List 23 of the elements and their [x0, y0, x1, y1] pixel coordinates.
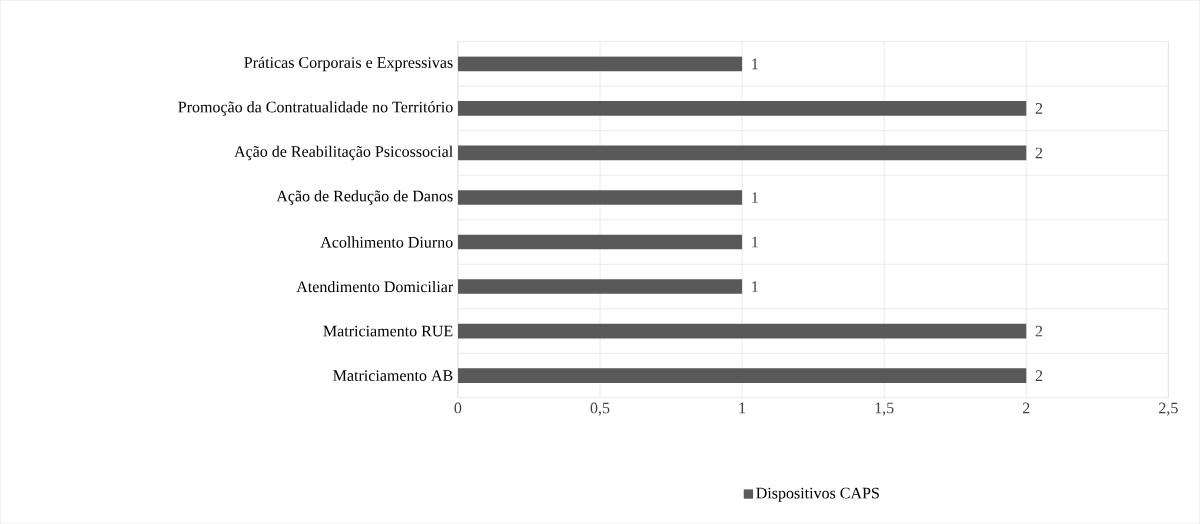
- y-tick-label: Práticas Corporais e Expressivas: [244, 56, 453, 72]
- data-label: 2: [1035, 325, 1043, 337]
- data-label: 2: [1035, 370, 1043, 382]
- x-tick-label: 0: [454, 402, 462, 414]
- y-tick-label: Ação de Reabilitação Psicossocial: [234, 145, 453, 161]
- data-label: 1: [752, 236, 758, 248]
- y-tick-label: Matriciamento RUE: [323, 325, 453, 337]
- x-tick-label: 0,5: [590, 402, 610, 416]
- data-label: 1: [752, 281, 758, 293]
- y-tick-label: Acolhimento Diurno: [320, 236, 453, 248]
- data-label: 2: [1035, 103, 1043, 114]
- data-label: 1: [752, 192, 758, 203]
- x-tick-label: 2,5: [1159, 402, 1178, 416]
- x-tick-label: 2: [1022, 402, 1030, 414]
- y-tick-label: Atendimento Domiciliar: [296, 281, 454, 293]
- y-tick-label: Promoção da Contratualidade no Território: [178, 101, 453, 116]
- y-tick-label: Matriciamento AB: [333, 370, 453, 382]
- x-tick-label: 1,5: [875, 402, 894, 416]
- data-label: 1: [752, 58, 758, 70]
- x-tick-label: 1: [739, 402, 746, 414]
- y-tick-label: Ação de Redução de Danos: [276, 190, 453, 205]
- legend-label: Dispositivos CAPS: [756, 487, 879, 502]
- data-label: 2: [1035, 147, 1043, 159]
